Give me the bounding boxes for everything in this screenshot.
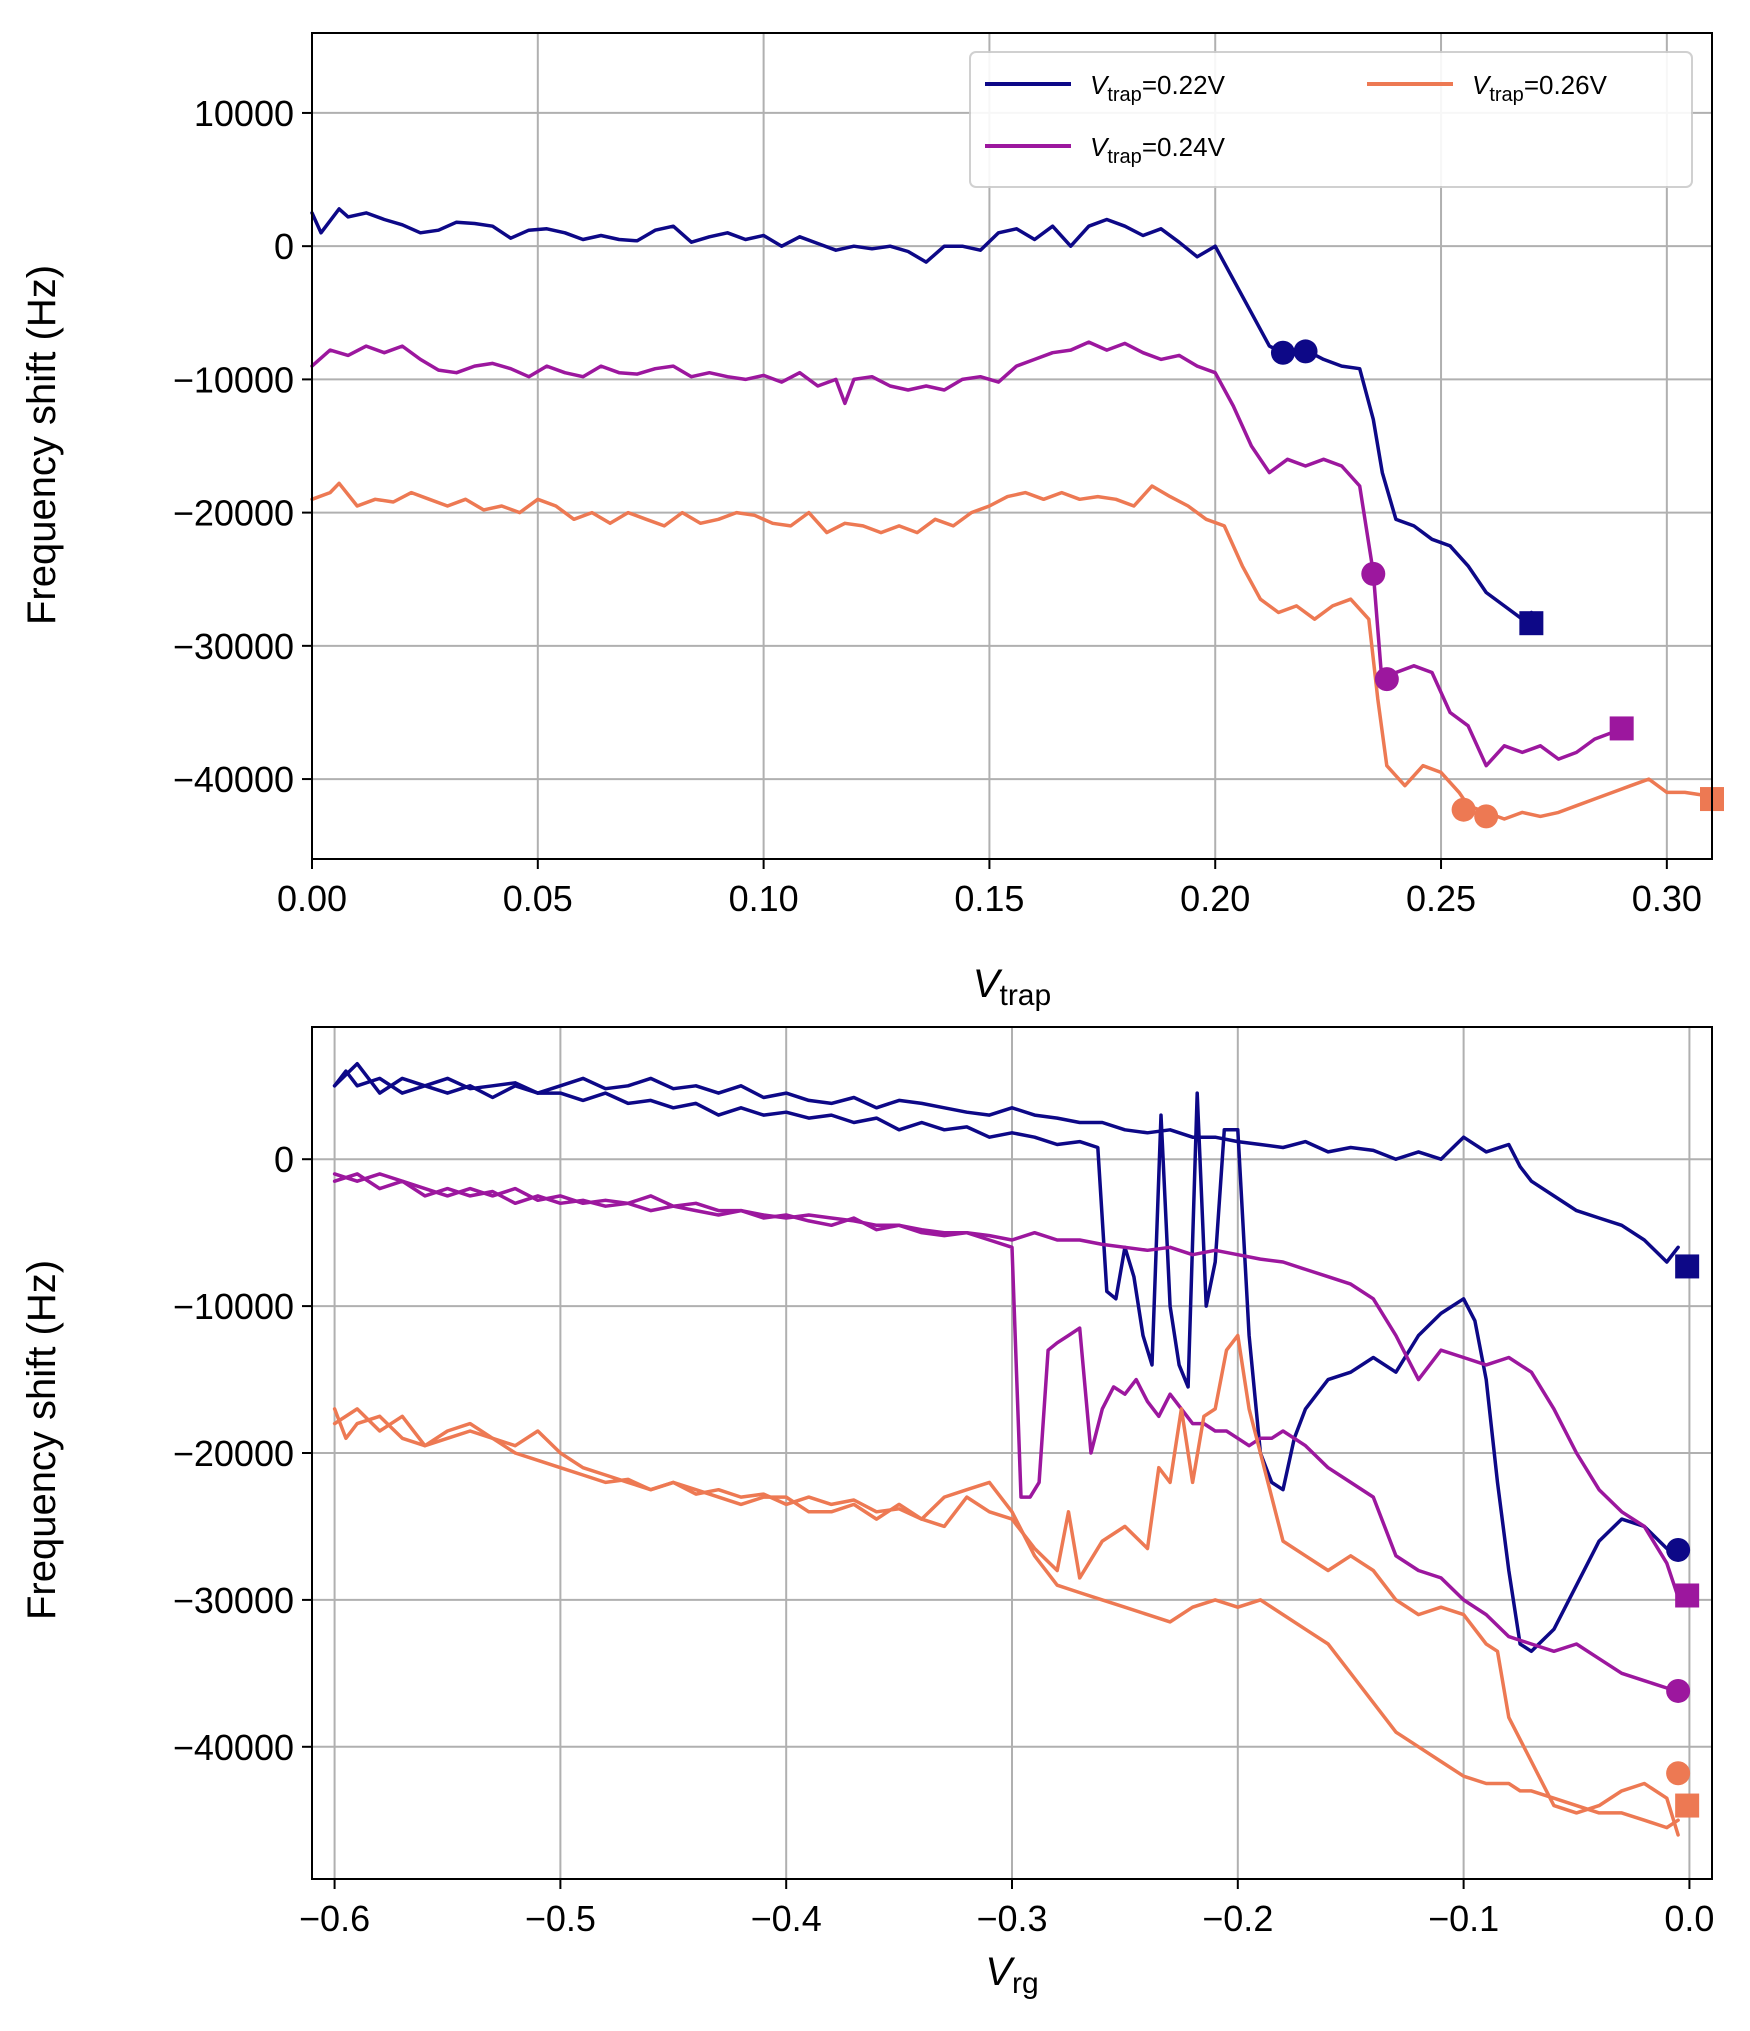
square-marker-s022	[1519, 611, 1544, 636]
series-line-s024-1	[310, 340, 1624, 768]
square-marker-s024	[1609, 716, 1634, 741]
x-tick-label: 0.0	[1664, 1898, 1714, 1939]
x-tick-label: 0.30	[1632, 878, 1702, 919]
top-chart-y-axis-label: Frequency shift (Hz)	[20, 265, 64, 625]
x-tick-label: −0.1	[1428, 1898, 1499, 1939]
square-marker-s026	[1675, 1793, 1700, 1818]
circle-marker-s026	[1451, 797, 1476, 822]
square-marker-s022	[1675, 1254, 1700, 1279]
x-tick-label: −0.3	[976, 1898, 1047, 1939]
circle-marker-s026	[1474, 804, 1499, 829]
bottom-chart-grid	[312, 1027, 1712, 1879]
legend-box	[969, 51, 1693, 188]
x-tick-label: 0.15	[954, 878, 1024, 919]
legend-entry-0.24V: Vtrap=0.24V	[985, 132, 1226, 168]
y-tick-label: −20000	[173, 493, 294, 534]
legend-entry-0.22V: Vtrap=0.22V	[985, 70, 1226, 106]
x-tick-label: 0.10	[729, 878, 799, 919]
bottom-chart-markers	[1666, 1254, 1700, 1818]
x-tick-label: 0.00	[277, 878, 347, 919]
series-line-s022-1	[332, 1061, 1680, 1654]
y-tick-label: −10000	[173, 1286, 294, 1327]
legend-entry-0.26V: Vtrap=0.26V	[1367, 70, 1608, 106]
y-tick-label: −20000	[173, 1433, 294, 1474]
y-tick-label: 0	[274, 226, 294, 267]
x-tick-label: 0.25	[1406, 878, 1476, 919]
y-tick-label: −10000	[173, 359, 294, 400]
bottom-chart-y-axis-label: Frequency shift (Hz)	[20, 1260, 64, 1620]
x-tick-label: −0.5	[525, 1898, 596, 1939]
series-line-s026-5	[332, 1333, 1680, 1837]
y-tick-label: 10000	[194, 93, 294, 134]
legend-label-0.24V: Vtrap=0.24V	[1090, 132, 1226, 168]
top-chart-frame	[311, 32, 1713, 860]
bottom-chart-series	[332, 1061, 1680, 1837]
x-tick-label: −0.2	[1202, 1898, 1273, 1939]
series-line-s022-0	[332, 1069, 1680, 1264]
top-chart-legend: Vtrap=0.22V Vtrap=0.24V Vtrap=0.26V	[969, 51, 1693, 188]
circle-marker-s026	[1666, 1761, 1691, 1786]
legend-label-0.22V: Vtrap=0.22V	[1090, 70, 1226, 106]
legend-label-0.26V: Vtrap=0.26V	[1472, 70, 1608, 106]
x-tick-label: 0.20	[1180, 878, 1250, 919]
x-tick-label: 0.05	[503, 878, 573, 919]
circle-marker-s024	[1361, 561, 1386, 586]
bottom-chart-ticks: −0.6 −0.5 −0.4 −0.3 −0.2 −0.1 0.0 0 −10000 −20000…	[173, 1139, 1715, 1939]
y-tick-label: −30000	[173, 626, 294, 667]
series-line-s024-3	[332, 1172, 1680, 1693]
circle-marker-s022	[1666, 1537, 1691, 1562]
y-tick-label: 0	[274, 1139, 294, 1180]
series-line-s024-2	[332, 1172, 1680, 1599]
top-chart-grid	[311, 33, 1712, 859]
y-tick-label: −30000	[173, 1580, 294, 1621]
circle-marker-s024	[1666, 1678, 1691, 1703]
circle-marker-s024	[1374, 667, 1399, 692]
bottom-chart: −0.6 −0.5 −0.4 −0.3 −0.2 −0.1 0.0 0 −10000 −20000…	[20, 1026, 1715, 2000]
top-chart: 0.00 0.05 0.10 0.15 0.20 0.25 0.30 10000 0 −10000…	[20, 32, 1724, 1012]
x-tick-label: −0.6	[299, 1898, 370, 1939]
circle-marker-s022	[1270, 340, 1295, 365]
top-chart-x-axis-label: Vtrap	[973, 962, 1051, 1012]
series-line-s026-4	[332, 1407, 1680, 1830]
top-chart-ticks: 0.00 0.05 0.10 0.15 0.20 0.25 0.30 10000 0 −10000…	[173, 93, 1702, 919]
y-tick-label: −40000	[173, 1727, 294, 1768]
square-marker-s024	[1675, 1583, 1700, 1608]
bottom-chart-x-axis-label: Vrg	[985, 1950, 1038, 2000]
circle-marker-s022	[1293, 339, 1318, 364]
y-tick-label: −40000	[173, 759, 294, 800]
top-chart-markers	[1270, 339, 1724, 829]
series-line-s022-0	[310, 207, 1534, 621]
x-tick-label: −0.4	[751, 1898, 822, 1939]
